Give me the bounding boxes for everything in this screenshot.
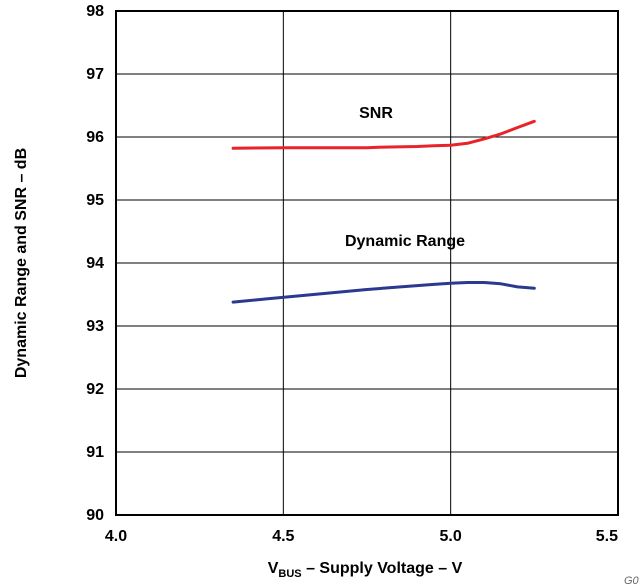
y-tick-label: 98 — [86, 3, 104, 20]
y-tick-label: 91 — [86, 444, 104, 461]
x-axis-title-rest: – Supply Voltage – V — [302, 560, 463, 577]
plot-frame — [115, 10, 619, 516]
series-line-snr — [231, 119, 536, 150]
y-tick-label: 93 — [86, 318, 104, 335]
y-tick-label: 95 — [86, 192, 104, 209]
x-tick-label: 4.0 — [105, 528, 127, 545]
x-axis-title-v: V — [268, 560, 279, 577]
y-tick-label: 97 — [86, 66, 104, 83]
series-label-snr: SNR — [359, 105, 393, 122]
y-tick-label: 92 — [86, 381, 104, 398]
series-line-dynamic-range — [231, 281, 536, 304]
y-tick-label: 90 — [86, 507, 104, 524]
series-lines — [231, 119, 536, 304]
y-tick-label: 94 — [86, 255, 104, 272]
x-tick-labels: 4.0 4.5 5.0 5.5 — [105, 528, 618, 545]
y-axis-title: Dynamic Range and SNR – dB — [13, 148, 30, 378]
corner-code: G0 — [624, 575, 640, 586]
x-tick-label: 5.5 — [596, 528, 618, 545]
y-tick-labels: 90 91 92 93 94 95 96 97 98 — [86, 3, 104, 524]
series-label-dynamic-range: Dynamic Range — [345, 233, 465, 250]
x-axis-title: VBUS – Supply Voltage – V — [268, 560, 463, 580]
x-axis-title-subscript: BUS — [278, 568, 301, 580]
x-tick-label: 4.5 — [272, 528, 294, 545]
y-tick-label: 96 — [86, 129, 104, 146]
grid — [115, 10, 619, 516]
x-tick-label: 5.0 — [440, 528, 462, 545]
